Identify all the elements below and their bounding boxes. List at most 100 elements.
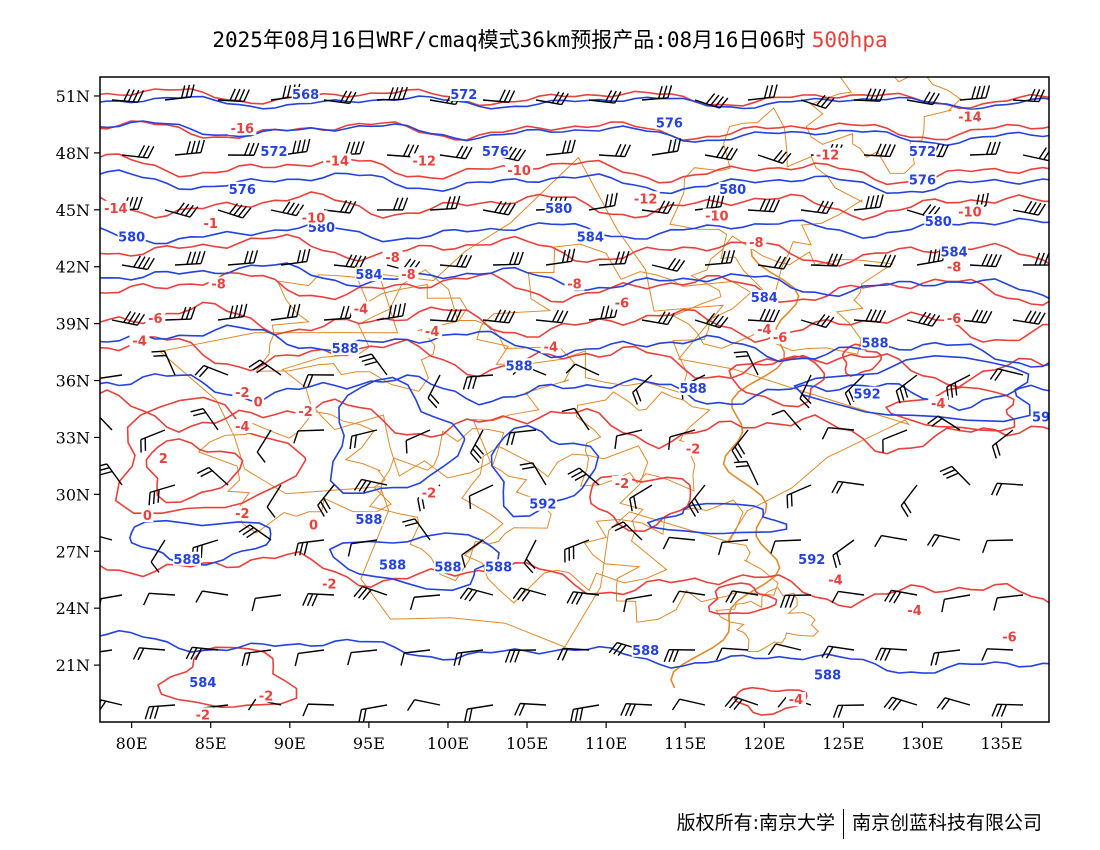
- wind-barb: [238, 524, 272, 541]
- wind-barb: [132, 647, 166, 661]
- lon-tick-label: 90E: [274, 734, 306, 753]
- height-contour-label: 576: [482, 145, 509, 160]
- wind-barb: [405, 429, 431, 454]
- lon-tick-label: 135E: [980, 734, 1022, 753]
- label-background: [129, 333, 150, 348]
- wind-barb: [100, 594, 123, 608]
- copyright-left: 版权所有:南京大学: [676, 812, 835, 834]
- label-background: [785, 692, 806, 707]
- temperature-contour-label: -8: [385, 251, 399, 266]
- label-background: [157, 451, 170, 466]
- label-background: [999, 629, 1020, 644]
- height-contour-line: [329, 376, 466, 494]
- height-contour-label: 576: [229, 183, 256, 198]
- label-background: [505, 162, 534, 177]
- label-background: [145, 310, 166, 325]
- label-background: [410, 153, 439, 168]
- label-background: [331, 341, 360, 356]
- wind-barb: [347, 649, 378, 666]
- wind-barb: [641, 311, 675, 326]
- wind-barb: [757, 255, 791, 270]
- wind-barb: [100, 699, 123, 711]
- height-contour-label: 588: [485, 560, 512, 575]
- temperature-contour-label: 0: [143, 509, 152, 524]
- wind-barb: [875, 647, 908, 662]
- height-contour-line: [100, 169, 1049, 195]
- height-contour-line: [100, 217, 1049, 245]
- wind-barb: [557, 647, 590, 661]
- wind-barb: [991, 482, 1024, 496]
- wind-barb: [725, 590, 759, 604]
- wind-barb: [459, 587, 494, 602]
- wind-barb: [353, 585, 388, 601]
- label-background: [944, 310, 965, 325]
- temperature-contour-label: -2: [259, 689, 273, 704]
- label-background: [564, 276, 585, 291]
- wind-barb: [853, 88, 886, 102]
- wind-barb: [512, 587, 547, 602]
- label-background: [200, 215, 221, 230]
- wind-barb: [641, 85, 673, 101]
- lat-tick-label: 21N: [56, 656, 90, 675]
- label-background: [232, 506, 253, 521]
- wind-barb: [217, 303, 248, 321]
- wind-barb: [704, 145, 738, 161]
- height-contour-label: 588: [355, 513, 382, 528]
- label-background: [746, 234, 767, 249]
- wind-barb: [469, 429, 485, 464]
- wind-barb: [993, 594, 1024, 611]
- lon-tick-label: 120E: [743, 734, 785, 753]
- label-background: [528, 496, 557, 511]
- wind-barb: [651, 257, 686, 272]
- wind-barb: [668, 429, 696, 450]
- height-contour-label: 588: [506, 359, 533, 374]
- wind-barb: [439, 254, 473, 268]
- label-background: [350, 301, 371, 316]
- wind-barb: [566, 591, 600, 605]
- height-contour-label: 588: [434, 560, 461, 575]
- wind-barb: [800, 313, 835, 329]
- temperature-contour-label: -14: [326, 154, 350, 169]
- wind-barb: [844, 374, 865, 406]
- temperature-contour-label: -6: [615, 297, 629, 312]
- lat-tick-label: 45N: [56, 201, 90, 220]
- label-background: [944, 259, 965, 274]
- label-background: [1031, 409, 1049, 424]
- temperature-contour-label: -2: [235, 386, 249, 401]
- province-border: [669, 107, 863, 302]
- temperature-contour-line: [145, 438, 244, 504]
- temperature-contour-label: -10: [705, 209, 729, 224]
- label-background: [449, 86, 478, 101]
- label-background: [172, 551, 201, 566]
- wind-barb: [969, 141, 1001, 156]
- label-background: [481, 143, 510, 158]
- wind-barb: [409, 594, 441, 610]
- wind-barb: [747, 84, 778, 101]
- wind-barb: [439, 145, 473, 160]
- wind-barb: [786, 484, 812, 509]
- label-background: [797, 551, 826, 566]
- wind-barb: [302, 374, 335, 388]
- wind-barb: [565, 363, 600, 376]
- wind-barb: [1012, 88, 1045, 103]
- wind-barb: [959, 85, 991, 101]
- wind-barb: [939, 465, 971, 486]
- wind-barb: [641, 200, 675, 215]
- wind-barb: [906, 91, 940, 106]
- height-contour-label: 572: [260, 145, 287, 160]
- temperature-contour-label: -10: [507, 164, 531, 179]
- label-background: [256, 688, 277, 703]
- province-border: [255, 274, 468, 392]
- temperature-contour-label: -2: [322, 577, 336, 592]
- wind-barb: [663, 648, 696, 663]
- wind-barb: [190, 407, 219, 431]
- wind-barb: [353, 478, 388, 493]
- wind-barb: [629, 484, 653, 512]
- wind-barb: [151, 350, 176, 376]
- wind-barb: [227, 142, 260, 156]
- page-title: 2025年08月16日WRF/cmaq模式36km预报产品:08月16日06时 5…: [0, 24, 1100, 54]
- label-background: [718, 181, 747, 196]
- height-contour-label: 592: [529, 498, 556, 513]
- wind-barb: [598, 250, 630, 266]
